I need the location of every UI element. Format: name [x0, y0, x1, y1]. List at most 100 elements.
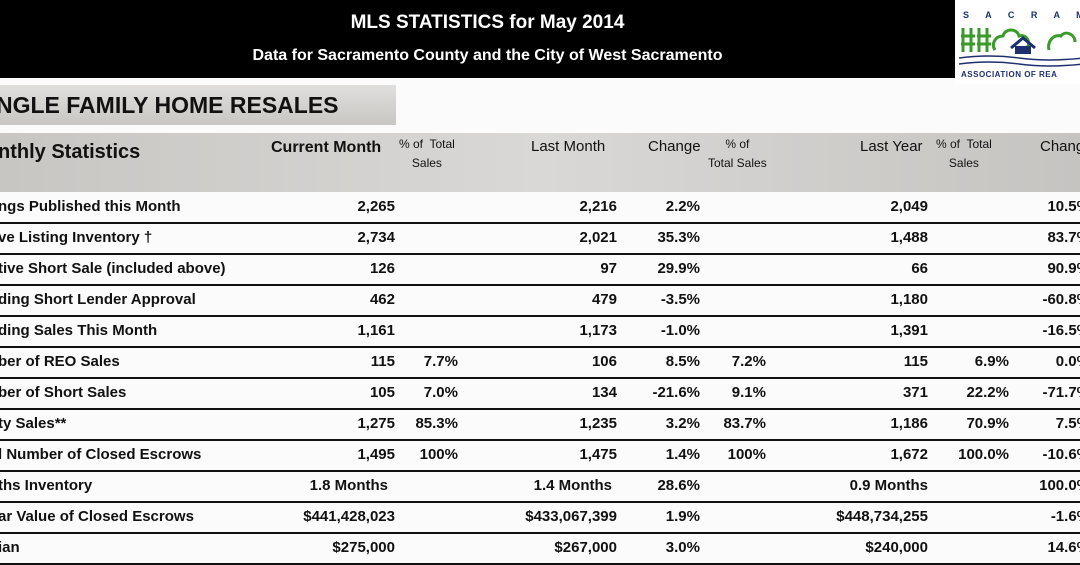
report-subtitle: Data for Sacramento County and the City … — [252, 47, 723, 64]
cell-ly: 1,180 — [890, 291, 928, 308]
col-header-current-month: Current Month — [271, 139, 382, 156]
cell-ch2: -71.7% — [1042, 384, 1080, 401]
cell-cur: 2,265 — [357, 198, 395, 215]
cell-p1: 7.7% — [423, 353, 458, 370]
cell-label: ding Short Lender Approval — [0, 291, 196, 308]
report-title: MLS STATISTICS for May 2014 — [350, 12, 625, 33]
cell-cur: 462 — [369, 291, 395, 308]
table-row: ian $275,000 $267,000 3.0% $240,000 14.6% — [0, 534, 1080, 565]
cell-label: ty Sales** — [0, 415, 67, 432]
cell-ch: 29.9% — [657, 260, 700, 277]
cell-label: l Number of Closed Escrows — [0, 446, 202, 463]
table-row: ngs Published this Month 2,265 2,216 2.2% 2,… — [0, 193, 1080, 224]
cell-ch: 8.5% — [665, 353, 700, 370]
cell-ly: 1,186 — [890, 415, 928, 432]
cell-ly: $448,734,255 — [836, 508, 928, 525]
cell-ch: 3.2% — [665, 415, 700, 432]
report-header: MLS STATISTICS for May 2014 Data for Sac… — [0, 0, 955, 78]
cell-lm: 479 — [591, 291, 617, 308]
cell-ly: 1,488 — [890, 229, 928, 246]
table-row: ber of REO Sales 115 7.7% 106 8.5% 7.2% 115 6.9… — [0, 348, 1080, 379]
cell-ly: 0.9 Months — [849, 477, 928, 494]
cell-ly: 66 — [911, 260, 928, 277]
col-header-last-year: Last Year — [860, 138, 923, 155]
cell-lm: 2,216 — [579, 198, 617, 215]
table-header: nthly Statistics Current Month % of Tota… — [0, 133, 1080, 192]
cell-ly: 2,049 — [890, 198, 928, 215]
cell-label: ar Value of Closed Escrows — [0, 508, 194, 525]
section-title: NGLE FAMILY HOME RESALES — [0, 92, 339, 118]
cell-lm: 106 — [591, 353, 617, 370]
col-header-label: nthly Statistics — [0, 141, 141, 163]
cell-ch: 1.9% — [665, 508, 700, 525]
cell-ch2: 0.0% — [1055, 353, 1080, 370]
col-header-pct-current: % of Total Sales — [399, 137, 455, 170]
cell-p1: 85.3% — [415, 415, 458, 432]
cell-lm: 1,235 — [579, 415, 617, 432]
cell-cur: 2,734 — [357, 229, 395, 246]
table-row: ths Inventory 1.8 Months 1.4 Months 28.6% 0.… — [0, 472, 1080, 503]
cell-cur: 1,275 — [357, 415, 395, 432]
cell-label: ian — [0, 539, 20, 556]
col-header-last-month: Last Month — [531, 138, 606, 155]
col-header-pct-last-year: % of Total Sales — [936, 137, 992, 170]
table-row: ve Listing Inventory † 2,734 2,021 35.3% 1,4… — [0, 224, 1080, 255]
cell-p2: 100% — [727, 446, 766, 463]
cell-ch2: 14.6% — [1047, 539, 1080, 556]
cell-p2: 7.2% — [731, 353, 766, 370]
cell-ch2: 100.0% — [1039, 477, 1080, 494]
cell-ch: 1.4% — [665, 446, 700, 463]
cell-lm: 1,173 — [579, 322, 617, 339]
cell-ch: 28.6% — [657, 477, 700, 494]
cell-ch2: 83.7% — [1047, 229, 1080, 246]
cell-p1: 7.0% — [423, 384, 458, 401]
cell-ly: 371 — [902, 384, 928, 401]
cell-label: ber of Short Sales — [0, 384, 127, 401]
cell-ch2: -1.6% — [1050, 508, 1080, 525]
cell-label: ding Sales This Month — [0, 322, 158, 339]
cell-ch2: -60.8% — [1042, 291, 1080, 308]
cell-ch2: -10.6% — [1042, 446, 1080, 463]
cell-lm: 1,475 — [579, 446, 617, 463]
cell-ly: 115 — [903, 353, 928, 370]
cell-p2: 9.1% — [731, 384, 766, 401]
table-row: ber of Short Sales 105 7.0% 134 -21.6% 9.1% 37… — [0, 379, 1080, 410]
logo-house-trees-icon — [959, 28, 1080, 67]
table-row: tive Short Sale (included above) 126 97 29.… — [0, 255, 1080, 286]
col-header-change-year: Chang — [1040, 138, 1080, 155]
cell-cur: 1,495 — [357, 446, 395, 463]
table-row: ding Sales This Month 1,161 1,173 -1.0% 1,39… — [0, 317, 1080, 348]
cell-ly: $240,000 — [865, 539, 928, 556]
cell-lm: 134 — [591, 384, 617, 401]
cell-cur: $275,000 — [332, 539, 395, 556]
cell-cur: 1,161 — [357, 322, 395, 339]
cell-p3: 6.9% — [974, 353, 1009, 370]
cell-p1: 100% — [419, 446, 458, 463]
cell-p3: 22.2% — [966, 384, 1009, 401]
cell-lm: 2,021 — [579, 229, 617, 246]
cell-ch: -21.6% — [652, 384, 700, 401]
cell-ch2: 10.5% — [1047, 198, 1080, 215]
cell-lm: 97 — [600, 260, 617, 277]
section-title-box: NGLE FAMILY HOME RESALES — [0, 85, 396, 125]
cell-ly: 1,672 — [890, 446, 928, 463]
cell-ch: 2.2% — [665, 198, 700, 215]
cell-ch2: 90.9% — [1047, 260, 1080, 277]
cell-lm: $267,000 — [554, 539, 617, 556]
cell-cur: 126 — [369, 260, 395, 277]
cell-ch: 3.0% — [665, 539, 700, 556]
cell-label: ve Listing Inventory † — [0, 229, 153, 246]
cell-ly: 1,391 — [890, 322, 928, 339]
cell-cur: 105 — [369, 384, 395, 401]
cell-cur: $441,428,023 — [303, 508, 395, 525]
table-row: ty Sales** 1,275 85.3% 1,235 3.2% 83.7% 1,186 7… — [0, 410, 1080, 441]
cell-p3: 100.0% — [958, 446, 1009, 463]
cell-p3: 70.9% — [966, 415, 1009, 432]
cell-ch2: 7.5% — [1055, 415, 1080, 432]
cell-lm: $433,067,399 — [525, 508, 617, 525]
table-row: ar Value of Closed Escrows $441,428,023 $4… — [0, 503, 1080, 534]
cell-lm: 1.4 Months — [533, 477, 612, 494]
col-header-change: Change — [648, 138, 701, 155]
cell-cur: 115 — [370, 353, 395, 370]
cell-ch2: -16.5% — [1042, 322, 1080, 339]
